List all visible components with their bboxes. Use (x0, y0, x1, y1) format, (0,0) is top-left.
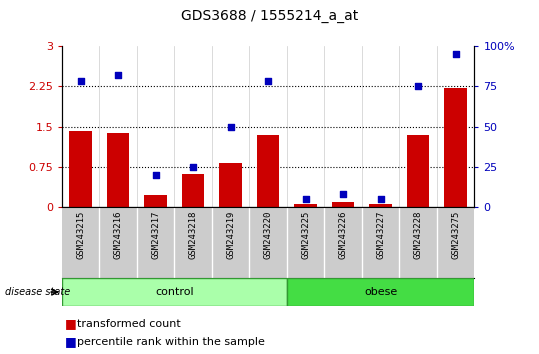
Point (189, 164, 197, 170)
Bar (144, 195, 167, 207)
Text: ■: ■ (65, 318, 77, 330)
Bar (287, 278, 474, 306)
Point (414, 84, 423, 89)
Text: GSM243225: GSM243225 (301, 211, 310, 259)
Point (376, 196, 385, 202)
Bar (444, 88, 467, 207)
Text: control: control (155, 287, 194, 297)
Bar (257, 135, 279, 207)
Bar (219, 163, 242, 207)
Bar (407, 135, 430, 207)
Text: GSM243227: GSM243227 (376, 211, 385, 259)
Text: GSM243216: GSM243216 (114, 211, 123, 259)
Text: GSM243228: GSM243228 (413, 211, 423, 259)
Point (151, 172, 160, 178)
Point (114, 72, 122, 78)
Text: GSM243217: GSM243217 (151, 211, 160, 259)
Point (339, 192, 348, 197)
Point (264, 79, 273, 84)
Point (226, 124, 235, 130)
Text: GSM243220: GSM243220 (264, 211, 273, 259)
Bar (294, 204, 317, 207)
Bar (182, 174, 204, 207)
Bar (70, 131, 92, 207)
Text: ■: ■ (65, 335, 77, 348)
Text: GSM243215: GSM243215 (76, 211, 85, 259)
Text: GSM243219: GSM243219 (226, 211, 235, 259)
Point (77, 79, 85, 84)
Text: GSM243275: GSM243275 (451, 211, 460, 259)
Text: obese: obese (364, 287, 397, 297)
Bar (369, 204, 392, 207)
Text: GSM243226: GSM243226 (338, 211, 348, 259)
Bar (107, 133, 129, 207)
Text: disease state: disease state (5, 287, 71, 297)
Point (301, 196, 310, 202)
Bar (332, 202, 354, 207)
Bar (62, 278, 287, 306)
Text: transformed count: transformed count (77, 319, 181, 329)
Text: GDS3688 / 1555214_a_at: GDS3688 / 1555214_a_at (181, 9, 358, 23)
Point (451, 51, 460, 57)
Text: GSM243218: GSM243218 (189, 211, 198, 259)
Text: percentile rank within the sample: percentile rank within the sample (77, 337, 265, 347)
